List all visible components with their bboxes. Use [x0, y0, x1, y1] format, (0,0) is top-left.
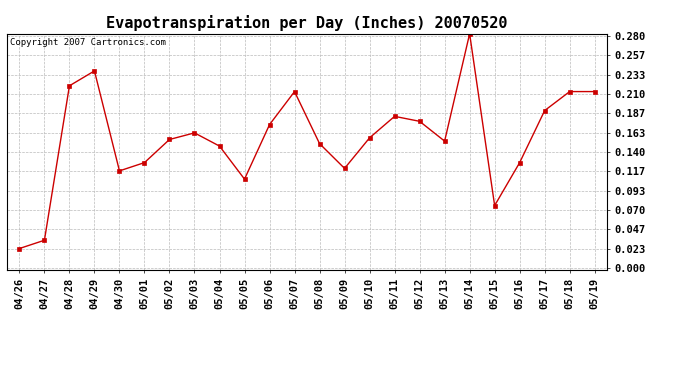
Title: Evapotranspiration per Day (Inches) 20070520: Evapotranspiration per Day (Inches) 2007…: [106, 15, 508, 31]
Text: Copyright 2007 Cartronics.com: Copyright 2007 Cartronics.com: [10, 39, 166, 48]
